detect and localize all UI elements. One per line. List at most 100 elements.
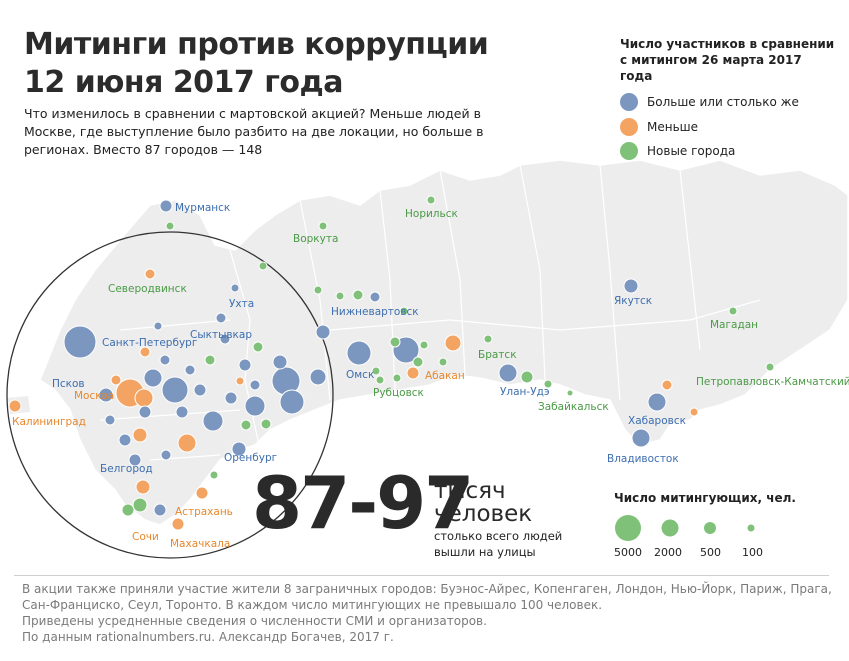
dot	[121, 503, 135, 517]
dot	[238, 358, 252, 372]
dot	[392, 373, 402, 383]
dot-saint-petersburg	[63, 325, 97, 359]
dot	[369, 291, 381, 303]
dot	[160, 449, 172, 461]
legend-label: Больше или столько же	[647, 95, 799, 110]
divider	[14, 575, 829, 576]
dot	[175, 405, 189, 419]
footer-line-2: Сан-Франциско, Сеул, Торонто. В каждом ч…	[22, 598, 603, 612]
city-label: Калининград	[12, 416, 86, 428]
blue-dot-icon	[620, 93, 638, 112]
dot	[128, 453, 142, 467]
city-label: Норильск	[405, 208, 458, 220]
dot	[209, 470, 219, 480]
dot	[313, 285, 323, 295]
city-label: Оренбург	[224, 452, 277, 464]
footer-line-1: В акции также приняли участие жители 8 з…	[22, 582, 832, 596]
city-labels: Мурманск Норильск Воркута Северодвинск У…	[12, 202, 849, 550]
city-label: Санкт-Петербург	[102, 337, 197, 349]
dot	[309, 368, 327, 386]
dot-magadan	[728, 306, 738, 316]
dot	[272, 354, 288, 370]
dot-yakutsk	[623, 278, 639, 294]
dot	[165, 221, 175, 231]
legend-item-new: Новые города	[620, 139, 835, 164]
kamchatka-land	[760, 290, 800, 360]
city-label: Махачкала	[170, 538, 230, 550]
dot	[153, 321, 163, 331]
dot	[252, 341, 264, 353]
color-legend: Число участников в сравнении с митингом …	[620, 36, 835, 164]
dot	[184, 364, 196, 376]
city-label: Забайкальск	[538, 401, 609, 413]
dot	[134, 388, 154, 408]
dot	[132, 497, 148, 513]
dot	[177, 433, 197, 453]
dot-kaliningrad	[8, 399, 22, 413]
dot	[389, 336, 401, 348]
units-line-2: человек	[434, 501, 533, 527]
city-label: Омск	[346, 369, 374, 381]
dot	[371, 366, 381, 376]
legend-label: Меньше	[647, 119, 699, 134]
dot	[215, 312, 227, 324]
dot	[260, 418, 272, 430]
legend-item-less: Меньше	[620, 115, 835, 140]
dot	[139, 346, 151, 358]
dot	[335, 291, 345, 301]
city-label: Якутск	[614, 295, 652, 307]
city-label: Хабаровск	[628, 415, 686, 427]
dot	[375, 375, 385, 385]
dot	[315, 324, 331, 340]
dot	[249, 379, 261, 391]
legend-item-more: Больше или столько же	[620, 90, 835, 115]
size-circle-5000	[615, 515, 641, 541]
dot	[406, 366, 420, 380]
city-label: Сочи	[132, 531, 159, 543]
title-line-2: 12 июня 2017 года	[24, 65, 344, 100]
size-legend-title: Число митингующих, чел.	[614, 491, 796, 505]
city-label: Улан-Удэ	[500, 386, 550, 398]
city-label: Владивосток	[607, 453, 679, 465]
dot	[419, 340, 429, 350]
dot	[144, 268, 156, 280]
dot	[138, 405, 152, 419]
subtitle: Что изменилось в сравнении с мартовской …	[24, 106, 484, 157]
dot	[110, 374, 122, 386]
dot	[161, 376, 189, 404]
dot	[412, 356, 424, 368]
total-note: столько всего людей вышли на улицы	[434, 529, 563, 559]
dot-khabarovsk	[647, 392, 667, 412]
dot-abakan	[444, 334, 462, 352]
dot	[258, 261, 268, 271]
dot	[566, 389, 574, 397]
page-title: Митинги против коррупции 12 июня 2017 го…	[24, 26, 489, 102]
city-label: Братск	[478, 349, 517, 361]
dot	[202, 410, 224, 432]
size-label: 100	[742, 546, 763, 559]
dot	[104, 414, 116, 426]
footer-line-4: По данным rationalnumbers.ru. Александр …	[22, 630, 394, 644]
city-label: Москва	[74, 390, 114, 402]
green-dot-icon	[620, 142, 638, 161]
dot	[689, 407, 699, 417]
dot	[204, 354, 216, 366]
city-label: Воркута	[293, 233, 338, 245]
city-label: Нижневартовск	[331, 306, 419, 318]
dot-kamchatka	[765, 362, 775, 372]
dot	[318, 221, 328, 231]
city-label: Ухта	[229, 298, 254, 310]
size-circle-2000	[661, 519, 679, 537]
dot	[159, 354, 171, 366]
dot	[224, 391, 238, 405]
size-circle-100	[747, 524, 755, 532]
dot	[543, 379, 553, 389]
dot	[438, 357, 448, 367]
dot	[520, 370, 534, 384]
dot	[98, 387, 114, 403]
orange-dot-icon	[620, 117, 638, 136]
dot	[135, 479, 151, 495]
legend-title: Число участников в сравнении с митингом …	[620, 37, 835, 83]
city-label: Рубцовск	[373, 387, 424, 399]
